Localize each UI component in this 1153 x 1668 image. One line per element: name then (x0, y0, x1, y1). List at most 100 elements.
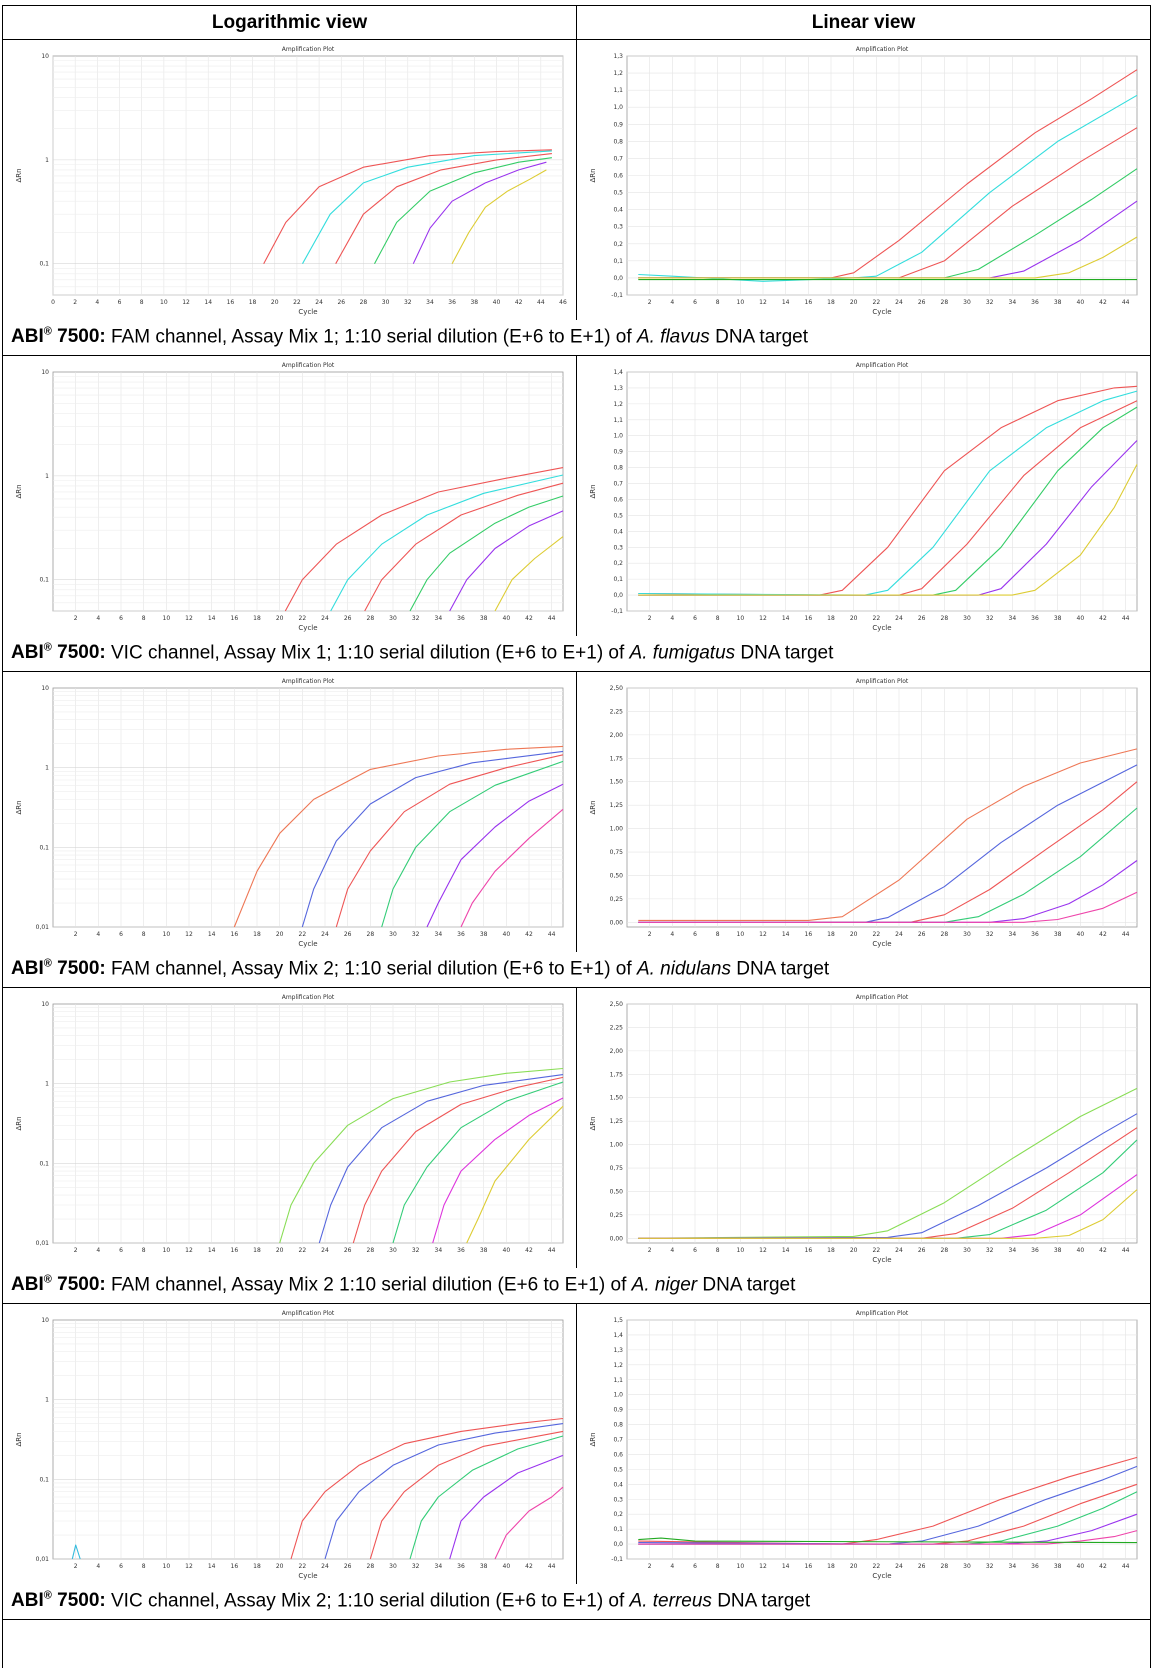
linear-amplification-plot: 2 4 6 8 10 12 14 16 18 20 22 24 26 28 30 32 34 36 38 40 42 44… (589, 362, 1138, 632)
x-tick-label: 20 (850, 615, 858, 622)
x-tick-label: 10 (737, 1247, 745, 1254)
x-tick-label: 2 (648, 1247, 652, 1254)
amplification-curve (638, 748, 1138, 921)
y-tick-label: 0,9 (613, 121, 623, 128)
y-tick-label: 0,25 (610, 1212, 624, 1219)
caption-text: VIC channel, Assay Mix 1; 1:10 serial di… (105, 642, 630, 664)
y-tick-label: 0,75 (610, 849, 624, 856)
y-tick-label: 1 (45, 473, 49, 480)
caption-row-4: ABI® 7500: FAM channel, Assay Mix 2 1:10… (2, 1267, 1151, 1304)
x-tick-label: 2 (74, 615, 78, 622)
x-tick-label: 34 (435, 615, 443, 622)
y-tick-label: 10 (41, 369, 49, 376)
x-tick-label: 34 (1009, 1247, 1017, 1254)
x-tick-label: 34 (435, 1247, 443, 1254)
amplification-curve (279, 1067, 564, 1244)
x-tick-label: 22 (873, 1247, 881, 1254)
x-tick-label: 12 (182, 299, 190, 306)
x-tick-label: 16 (231, 1563, 239, 1570)
x-tick-label: 16 (805, 931, 813, 938)
amplification-curve (71, 1544, 81, 1560)
x-tick-label: 20 (276, 1563, 284, 1570)
amplification-curve (638, 1537, 1138, 1544)
plot-cell: 2 4 6 8 10 12 14 16 18 20 22 24 26 28 30 32 34 36 38 40 42 44… (2, 355, 577, 636)
x-tick-label: 26 (918, 931, 926, 938)
caption-row-1: ABI® 7500: FAM channel, Assay Mix 1; 1:1… (2, 319, 1151, 356)
log-amplification-plot: 2 4 6 8 10 12 14 16 18 20 22 24 26 28 30 32 34 36 38 40 42 44… (15, 1310, 564, 1580)
caption-tail: DNA target (711, 1590, 811, 1612)
x-tick-label: 14 (782, 615, 790, 622)
y-tick-label: 1,0 (613, 433, 623, 440)
y-tick-label: 1,2 (613, 401, 623, 408)
y-tick-label: 0,4 (613, 1481, 623, 1488)
x-tick-label: 18 (249, 299, 257, 306)
x-tick-label: 20 (850, 299, 858, 306)
chart-title: Amplification Plot (282, 678, 335, 685)
plot-frame (626, 1003, 1138, 1244)
x-tick-label: 32 (986, 299, 994, 306)
x-tick-label: 20 (276, 1247, 284, 1254)
x-tick-label: 28 (360, 299, 368, 306)
x-tick-label: 18 (253, 615, 261, 622)
x-tick-label: 22 (299, 1563, 307, 1570)
y-axis-label: ΔRn (15, 800, 23, 814)
x-tick-label: 42 (515, 299, 523, 306)
header-logarithmic: Logarithmic view (2, 5, 577, 40)
amplification-curve (409, 1435, 564, 1560)
x-tick-label: 2 (648, 1563, 652, 1570)
caption-text: FAM channel, Assay Mix 2; 1:10 serial di… (105, 958, 637, 980)
x-tick-label: 24 (321, 1563, 329, 1570)
amplification-curve (318, 1074, 564, 1244)
y-tick-label: -0,1 (611, 292, 623, 299)
x-tick-label: 40 (503, 1563, 511, 1570)
x-tick-label: 6 (119, 615, 123, 622)
x-tick-label: 26 (344, 931, 352, 938)
x-tick-label: 38 (480, 1563, 488, 1570)
amplification-curve (638, 385, 1138, 596)
amplification-curve (330, 474, 564, 612)
y-tick-label: 0,1 (39, 261, 49, 268)
x-tick-label: 6 (118, 299, 122, 306)
plot-cell: 2 4 6 8 10 12 14 16 18 20 22 24 26 28 30 32 34 36 38 40 42 44… (576, 355, 1151, 636)
amplification-curve (638, 464, 1138, 596)
y-tick-label: 1,3 (613, 385, 623, 392)
y-tick-label: 0,5 (613, 512, 623, 519)
plot-frame (52, 55, 564, 296)
x-tick-label: 6 (693, 1563, 697, 1570)
x-tick-label: 0 (51, 299, 55, 306)
header-row: Logarithmic view Linear view (2, 5, 1151, 40)
caption-row-2: ABI® 7500: VIC channel, Assay Mix 1; 1:1… (2, 635, 1151, 672)
x-tick-label: 24 (315, 299, 323, 306)
plot-row-5: 2 4 6 8 10 12 14 16 18 20 22 24 26 28 30 32 34 36 38 40 42 44… (2, 1303, 1151, 1584)
caption-species: A. fumigatus (629, 642, 736, 664)
x-axis-label: Cycle (872, 1572, 891, 1580)
y-tick-label: 2,50 (610, 1001, 624, 1008)
amplification-curve (449, 1454, 564, 1560)
amplification-curve (284, 467, 564, 612)
chart-title: Amplification Plot (282, 994, 335, 1001)
amplification-curve (324, 1423, 564, 1560)
chart-title: Amplification Plot (856, 362, 909, 369)
linear-amplification-plot: 2 4 6 8 10 12 14 16 18 20 22 24 26 28 30 32 34 36 38 40 42 44… (589, 994, 1138, 1264)
amplification-curve (381, 760, 564, 928)
plot-cell: 2 4 6 8 10 12 14 16 18 20 22 24 26 28 30 32 34 36 38 40 42 44… (576, 987, 1151, 1268)
y-tick-label: 1,2 (613, 1362, 623, 1369)
y-tick-label: 0,1 (613, 258, 623, 265)
x-tick-label: 30 (382, 299, 390, 306)
amplification-curve (432, 1097, 564, 1244)
x-tick-label: 44 (1122, 299, 1130, 306)
x-tick-label: 38 (1054, 615, 1062, 622)
x-tick-label: 10 (163, 1247, 171, 1254)
caption-tail: DNA target (730, 958, 830, 980)
x-tick-label: 22 (873, 1563, 881, 1570)
caption-instrument: ABI® 7500: (11, 958, 106, 980)
x-tick-label: 10 (160, 299, 168, 306)
amplification-curve (449, 510, 564, 612)
caption-instrument: ABI® 7500: (11, 1274, 106, 1296)
chart-title: Amplification Plot (856, 46, 909, 53)
plot-row-2: 2 4 6 8 10 12 14 16 18 20 22 24 26 28 30 32 34 36 38 40 42 44… (2, 355, 1151, 636)
chart-title: Amplification Plot (856, 678, 909, 685)
amplification-curve (638, 1530, 1138, 1545)
y-tick-label: 0,7 (613, 155, 623, 162)
plot-cell: 0 2 4 6 8 10 12 14 16 18 20 22 24 26 28 30 32 34 36 38 40 42 4… (2, 39, 577, 320)
